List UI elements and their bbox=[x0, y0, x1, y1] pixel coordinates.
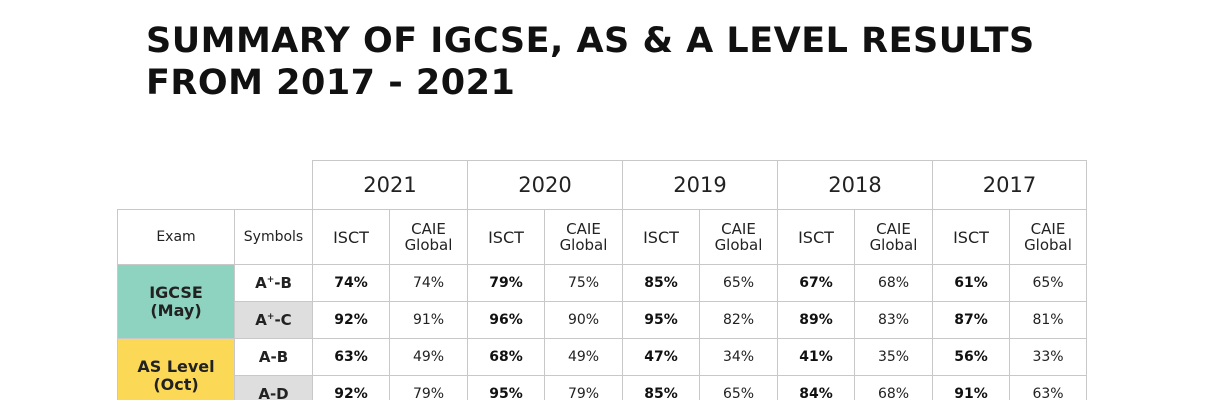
isct-value: 85% bbox=[622, 375, 700, 400]
caie-global-value: 35% bbox=[854, 338, 933, 376]
isct-value: 74% bbox=[312, 264, 390, 302]
isct-column-header: ISCT bbox=[467, 209, 545, 265]
caie-global-value: 68% bbox=[854, 264, 933, 302]
table-row: IGCSE (May) A+-B 74% 74% 79% 75% 85% 65%… bbox=[117, 264, 1087, 339]
caie-global-value: 79% bbox=[389, 375, 468, 400]
isct-value: 41% bbox=[777, 338, 855, 376]
symbol-cell: A+-B bbox=[234, 264, 313, 302]
year-header-row: 2021 2020 2019 2018 2017 bbox=[118, 160, 1087, 210]
year-header: 2018 bbox=[777, 160, 933, 210]
caie-label: CAIE bbox=[566, 220, 601, 238]
exam-session: (Oct) bbox=[153, 374, 199, 394]
caie-global-value: 83% bbox=[854, 301, 933, 339]
isct-value: 47% bbox=[622, 338, 700, 376]
caie-global-column-header: CAIE Global bbox=[854, 209, 933, 265]
isct-value: 67% bbox=[777, 264, 855, 302]
caie-label: CAIE bbox=[721, 220, 756, 238]
caie-global-value: 34% bbox=[699, 338, 778, 376]
caie-global-column-header: CAIE Global bbox=[699, 209, 778, 265]
isct-value: 84% bbox=[777, 375, 855, 400]
year-header: 2020 bbox=[467, 160, 623, 210]
caie-global-value: 65% bbox=[699, 375, 778, 400]
column-header-row: Exam Symbols ISCT CAIE Global ISCT CAIE … bbox=[117, 209, 1087, 265]
isct-value: 96% bbox=[467, 301, 545, 339]
global-label: Global bbox=[559, 236, 608, 254]
caie-global-value: 68% bbox=[854, 375, 933, 400]
exam-name: IGCSE bbox=[149, 282, 203, 302]
symbol-cell: A-D bbox=[234, 375, 313, 400]
caie-global-value: 75% bbox=[544, 264, 623, 302]
isct-column-header: ISCT bbox=[932, 209, 1010, 265]
caie-global-value: 33% bbox=[1009, 338, 1087, 376]
isct-value: 85% bbox=[622, 264, 700, 302]
caie-global-column-header: CAIE Global bbox=[544, 209, 623, 265]
exam-session: (May) bbox=[150, 300, 202, 320]
symbol-cell: A+-C bbox=[234, 301, 313, 339]
isct-value: 92% bbox=[312, 375, 390, 400]
isct-value: 89% bbox=[777, 301, 855, 339]
symbol-main: A bbox=[255, 311, 267, 329]
caie-global-value: 65% bbox=[1009, 264, 1087, 302]
symbol-main: A bbox=[255, 274, 267, 292]
global-label: Global bbox=[869, 236, 918, 254]
isct-column-header: ISCT bbox=[312, 209, 390, 265]
global-label: Global bbox=[1024, 236, 1072, 254]
page-title-line-2: FROM 2017 - 2021 bbox=[146, 63, 516, 103]
exam-column-header: Exam bbox=[117, 209, 235, 265]
symbol-main: A-D bbox=[258, 385, 289, 400]
isct-value: 95% bbox=[467, 375, 545, 400]
table-row: A+-C 92% 91% 96% 90% 95% 82% 89% 83% 87%… bbox=[118, 301, 1087, 339]
caie-label: CAIE bbox=[876, 220, 911, 238]
caie-label: CAIE bbox=[1030, 220, 1066, 238]
blank-corner bbox=[118, 161, 313, 210]
isct-value: 68% bbox=[467, 338, 545, 376]
symbols-column-header: Symbols bbox=[234, 209, 313, 265]
year-header: 2017 bbox=[932, 160, 1087, 210]
caie-global-column-header: CAIE Global bbox=[389, 209, 468, 265]
page-title-line-1: SUMMARY OF IGCSE, AS & A LEVEL RESULTS bbox=[146, 21, 1035, 61]
caie-label: CAIE bbox=[411, 220, 446, 238]
caie-global-value: 90% bbox=[544, 301, 623, 339]
symbol-cell: A-B bbox=[234, 338, 313, 376]
isct-value: 91% bbox=[932, 375, 1010, 400]
caie-global-value: 74% bbox=[389, 264, 468, 302]
year-header: 2021 bbox=[312, 160, 468, 210]
caie-global-value: 79% bbox=[544, 375, 623, 400]
global-label: Global bbox=[714, 236, 763, 254]
isct-value: 87% bbox=[932, 301, 1010, 339]
caie-global-value: 82% bbox=[699, 301, 778, 339]
table-row: AS Level (Oct) A-B 63% 49% 68% 49% 47% 3… bbox=[117, 338, 1087, 400]
isct-column-header: ISCT bbox=[622, 209, 700, 265]
caie-global-value: 49% bbox=[389, 338, 468, 376]
exam-cell-igcse: IGCSE (May) bbox=[117, 264, 235, 339]
caie-global-value: 49% bbox=[544, 338, 623, 376]
caie-global-column-header: CAIE Global bbox=[1009, 209, 1087, 265]
symbol-superscript: + bbox=[266, 275, 275, 285]
isct-value: 56% bbox=[932, 338, 1010, 376]
isct-value: 79% bbox=[467, 264, 545, 302]
caie-global-value: 65% bbox=[699, 264, 778, 302]
isct-value: 92% bbox=[312, 301, 390, 339]
page-title: SUMMARY OF IGCSE, AS & A LEVEL RESULTS F… bbox=[146, 20, 1035, 104]
results-table: 2021 2020 2019 2018 2017 Exam Symbols IS… bbox=[117, 160, 1087, 400]
symbol-main: A-B bbox=[258, 348, 289, 366]
caie-global-value: 91% bbox=[389, 301, 468, 339]
symbol-superscript: + bbox=[266, 312, 275, 322]
symbol-rest: -C bbox=[274, 311, 292, 329]
isct-value: 63% bbox=[312, 338, 390, 376]
caie-global-value: 81% bbox=[1009, 301, 1087, 339]
isct-value: 61% bbox=[932, 264, 1010, 302]
isct-value: 95% bbox=[622, 301, 700, 339]
table-row: A-D 92% 79% 95% 79% 85% 65% 84% 68% 91% … bbox=[118, 375, 1087, 400]
caie-global-value: 63% bbox=[1009, 375, 1087, 400]
exam-name: AS Level bbox=[137, 356, 215, 376]
symbol-rest: -B bbox=[274, 274, 292, 292]
isct-column-header: ISCT bbox=[777, 209, 855, 265]
global-label: Global bbox=[404, 236, 453, 254]
year-header: 2019 bbox=[622, 160, 778, 210]
exam-cell-as-level: AS Level (Oct) bbox=[117, 338, 235, 400]
